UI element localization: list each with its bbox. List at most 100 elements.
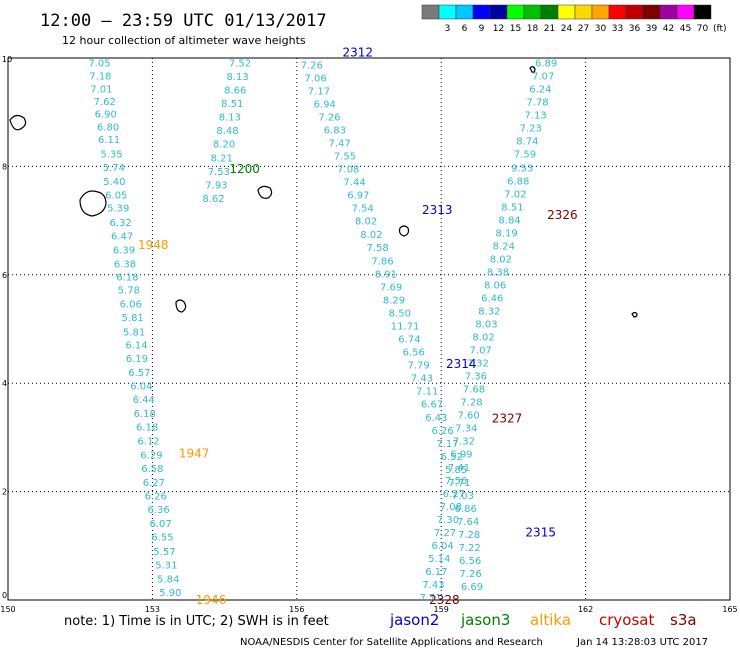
wave-height-value: 5.40 bbox=[103, 177, 125, 188]
x-tick-label: 165 bbox=[722, 605, 737, 614]
wave-height-value: 6.52 bbox=[441, 452, 463, 463]
island bbox=[631, 311, 638, 318]
wave-height-value: 6.56 bbox=[403, 347, 425, 358]
wave-height-value: 8.74 bbox=[516, 136, 538, 147]
y-tick-label: 10 bbox=[2, 55, 12, 64]
x-tick-label: 156 bbox=[289, 605, 304, 614]
color-legend: 3 6 9 12 15 18 21 24 27 30 33 36 39 42 45 70 bbox=[421, 4, 712, 34]
wave-height-value: 6.90 bbox=[95, 109, 117, 120]
wave-height-value: 7.28 bbox=[458, 530, 480, 541]
wave-height-value: 6.27 bbox=[143, 478, 165, 489]
island bbox=[79, 190, 107, 217]
legend-swatch bbox=[540, 4, 559, 20]
x-tick-label: 150 bbox=[0, 605, 15, 614]
wave-height-value: 6.80 bbox=[97, 122, 119, 133]
wave-height-value: 8.50 bbox=[389, 308, 411, 319]
legend-label: 42 bbox=[663, 24, 674, 34]
wave-height-value: 6.26 bbox=[145, 491, 167, 502]
wave-height-value: 6.18 bbox=[134, 409, 156, 420]
time-label: 1200 bbox=[229, 162, 260, 176]
wave-height-value: 6.43 bbox=[425, 413, 447, 424]
time-label: 2326 bbox=[547, 208, 578, 222]
wave-height-value: 6.05 bbox=[105, 191, 127, 202]
legend-swatch bbox=[472, 4, 491, 20]
wave-height-value: 8.13 bbox=[219, 113, 241, 124]
legend-swatch bbox=[591, 4, 610, 20]
legend-label: 30 bbox=[595, 24, 607, 34]
wave-height-value: 8.29 bbox=[383, 295, 405, 306]
wave-height-value: 6.94 bbox=[314, 100, 336, 111]
legend-label: 24 bbox=[561, 24, 573, 34]
legend-swatch bbox=[438, 4, 457, 20]
wave-height-value: 7.02 bbox=[504, 190, 526, 201]
wave-height-value: 7.41 bbox=[448, 463, 470, 474]
satellite-jason2: jason2 bbox=[389, 611, 439, 629]
wave-height-value: 6.06 bbox=[120, 300, 142, 311]
wave-height-value: 7.32 bbox=[467, 359, 489, 370]
wave-height-value: 6.56 bbox=[459, 556, 481, 567]
legend-label: 36 bbox=[629, 24, 641, 34]
wave-height-value: 7.18 bbox=[89, 71, 111, 82]
wave-height-value: 8.02 bbox=[355, 217, 377, 228]
wave-height-value: 7.69 bbox=[380, 282, 402, 293]
track-jason2: 7.26 7.06 7.17 6.94 7.26 6.83 7.47 7.55 7.08 7.44… bbox=[301, 61, 484, 593]
wave-height-value: 7.86 bbox=[371, 256, 393, 267]
wave-height-value: 6.12 bbox=[137, 437, 159, 448]
satellite-s3a: s3a bbox=[670, 611, 697, 629]
wave-height-value: 5.57 bbox=[153, 547, 175, 558]
wave-height-value: 7.93 bbox=[205, 180, 227, 191]
wave-height-value: 7.79 bbox=[407, 360, 429, 371]
satellite-cryosat: cryosat bbox=[599, 611, 654, 629]
wave-height-value: 8.62 bbox=[202, 194, 224, 205]
wave-height-value: 6.97 bbox=[347, 191, 369, 202]
wave-height-value: 6.18 bbox=[116, 273, 138, 284]
wave-height-value: 8.02 bbox=[490, 255, 512, 266]
wave-height-value: 6.36 bbox=[148, 505, 170, 516]
wave-height-value: 7.26 bbox=[301, 61, 323, 72]
wave-height-value: 6.38 bbox=[114, 260, 136, 271]
track-jason3: 7.52 8.13 8.66 8.51 8.13 8.48 8.20 8.21 7.53 7.93… bbox=[202, 58, 251, 205]
legend-label: 3 bbox=[445, 24, 451, 34]
time-label: 2314 bbox=[446, 357, 477, 371]
legend-swatch bbox=[489, 4, 508, 20]
wave-height-value: 7.13 bbox=[524, 110, 546, 121]
legend-label: 12 bbox=[493, 24, 504, 34]
time-label: 1946 bbox=[196, 593, 227, 607]
wave-height-value: 6.44 bbox=[133, 395, 155, 406]
satellite-legend: jason2 jason3 altika cryosat s3a bbox=[389, 611, 697, 629]
time-label: 1947 bbox=[179, 447, 210, 461]
wave-height-value: 8.02 bbox=[472, 333, 494, 344]
wave-height-value: 8.51 bbox=[501, 203, 523, 214]
legend-swatch bbox=[608, 4, 627, 20]
legend-swatch bbox=[659, 4, 678, 20]
wave-height-value: 8.48 bbox=[216, 126, 238, 137]
wave-height-value: 7.52 bbox=[229, 58, 251, 69]
chart-subtitle: 12 hour collection of altimeter wave hei… bbox=[62, 34, 306, 47]
time-label: 2327 bbox=[492, 411, 523, 425]
legend-label: 70 bbox=[697, 24, 709, 34]
wave-height-value: 7.26 bbox=[318, 113, 340, 124]
chart-title: 12:00 — 23:59 UTC 01/13/2017 bbox=[40, 11, 327, 31]
wave-height-value: 7.43 bbox=[411, 373, 433, 384]
wave-height-value: 5.81 bbox=[122, 313, 144, 324]
wave-height-value: 6.88 bbox=[507, 177, 529, 188]
legend-swatch bbox=[676, 4, 695, 20]
wave-height-value: 6.58 bbox=[141, 464, 163, 475]
wave-height-value: 5.90 bbox=[159, 588, 181, 599]
legend-swatch bbox=[455, 4, 474, 20]
legend-label: 27 bbox=[578, 24, 589, 34]
wave-height-value: 7.68 bbox=[463, 385, 485, 396]
legend-swatch bbox=[421, 4, 440, 20]
wave-height-value: 6.04 bbox=[130, 381, 152, 392]
wave-height-value: 7.71 bbox=[448, 478, 470, 489]
wave-height-value: 7.28 bbox=[460, 398, 482, 409]
legend-label: 39 bbox=[646, 24, 658, 34]
wave-height-value: 7.54 bbox=[352, 204, 374, 215]
wave-height-value: 8.02 bbox=[360, 230, 382, 241]
wave-height-value: 7.01 bbox=[90, 84, 112, 95]
legend-swatch bbox=[642, 4, 661, 20]
wave-height-value: 8.38 bbox=[487, 268, 509, 279]
wave-height-value: 7.32 bbox=[453, 437, 475, 448]
wave-height-value: 7.59 bbox=[514, 149, 536, 160]
